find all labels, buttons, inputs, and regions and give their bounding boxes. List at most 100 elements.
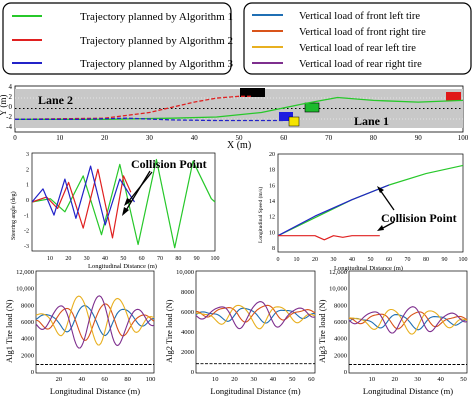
vehicle-red <box>446 92 461 101</box>
tire-load-ylabel-1: Alg1 Tire load (N) <box>4 299 14 363</box>
tire-load-xtick-2-2: 30 <box>250 376 257 383</box>
tire-load-ytick-3-0: 12,000 <box>329 269 347 276</box>
tire-load-ytick-2-5: 0 <box>191 369 194 376</box>
tire-load-frame-2 <box>195 270 316 374</box>
speed-xtick-2: 20 <box>312 257 318 263</box>
legend-label-fr: Vertical load of front right tire <box>299 27 426 38</box>
steer-series-2 <box>31 165 136 226</box>
tire-load-series-1-2 <box>35 295 155 346</box>
tire-load-ylabel-2: Alg2 Tire load (N) <box>164 299 174 363</box>
longitudinal-speed-plot: 0 10 20 30 40 50 60 70 80 90 100 20 18 16 14 12 10 8 Lon… <box>257 152 468 272</box>
tire-load-series-3-2 <box>348 308 468 335</box>
steer-series-1 <box>31 168 132 239</box>
road-ytick-0: 4 <box>9 83 13 91</box>
tire-load-ytick-2-3: 4000 <box>181 329 194 336</box>
tire-load-plot-3: 12,000 10,000 8000 6000 4000 2000 0 10 20 30 40 50 A… <box>317 269 468 396</box>
tire-load-ytick-1-3: 6000 <box>21 319 34 326</box>
tire-load-xtick-2-5: 60 <box>308 376 315 383</box>
legend-label-rr: Vertical load of rear right tire <box>299 59 422 70</box>
legend-label-alg2: Trajectory planned by Algorithm 2 <box>80 35 233 47</box>
legend-tire-loads: Vertical load of front left tire Vertica… <box>243 2 472 75</box>
tire-load-frame-3 <box>348 270 468 374</box>
steer-arrowhead-2 <box>124 198 132 206</box>
road-xtick-0: 0 <box>13 134 17 142</box>
tire-load-ytick-1-5: 2000 <box>21 352 34 359</box>
tire-load-series-2-2 <box>195 304 316 330</box>
tire-load-xtick-1-3: 80 <box>124 376 131 383</box>
road-ytick-4: -4 <box>6 123 12 131</box>
lane1-label: Lane 1 <box>354 114 389 128</box>
steer-xtick-0: 10 <box>47 256 53 262</box>
tire-load-series-1-3 <box>35 295 155 349</box>
tire-load-plot-2: 10,000 8000 6000 4000 2000 0 10 20 30 40 50 60 Alg2 … <box>164 269 316 396</box>
tire-load-series-2-1 <box>196 304 316 323</box>
speed-xtick-3: 30 <box>331 257 337 263</box>
road-xtick-4: 40 <box>191 134 199 142</box>
tire-load-ytick-2-4: 2000 <box>181 349 194 356</box>
legend-label-rl: Vertical load of rear left tire <box>299 43 416 54</box>
speed-collision-label: Collision Point <box>381 211 457 225</box>
steer-ylabel: Steering angle (deg) <box>10 191 17 240</box>
steer-xtick-4: 50 <box>120 256 126 262</box>
steer-xtick-5: 60 <box>139 256 145 262</box>
speed-xtick-4: 40 <box>349 257 355 263</box>
road-xtick-10: 100 <box>458 134 469 142</box>
speed-xtick-10: 100 <box>459 257 468 263</box>
speed-series-2 <box>278 235 380 241</box>
steer-ytick-4: -1 <box>24 213 29 219</box>
legend-label-alg1: Trajectory planned by Algorithm 1 <box>80 11 233 23</box>
speed-ylabel: Longitudinal Speed (m/s) <box>257 187 264 243</box>
tire-load-series-3-1 <box>349 311 468 330</box>
tire-load-xtick-1-4: 100 <box>146 376 156 383</box>
road-xtick-6: 60 <box>280 134 288 142</box>
road-xtick-1: 10 <box>56 134 64 142</box>
road-xtick-3: 30 <box>146 134 154 142</box>
steer-ytick-0: 3 <box>26 152 29 158</box>
speed-xtick-1: 10 <box>294 257 300 263</box>
speed-arrow-down <box>380 221 395 230</box>
steer-ytick-5: -2 <box>24 229 29 235</box>
tire-load-xtick-3-2: 30 <box>414 376 421 383</box>
trajectory-plot: Lane 2 Lane 1 0 10 20 30 40 50 60 70 80 90 100 420… <box>0 83 469 151</box>
speed-xtick-8: 80 <box>423 257 429 263</box>
tire-load-ytick-3-5: 2000 <box>334 352 347 359</box>
tire-load-xtick-1-1: 40 <box>79 376 86 383</box>
speed-ytick-2: 16 <box>269 183 275 189</box>
tire-load-xlabel-2: Longitudinal Distance (m) <box>210 386 300 396</box>
tire-load-ytick-2-1: 8000 <box>181 289 194 296</box>
tire-load-xtick-3-1: 20 <box>392 376 399 383</box>
vehicle-green <box>304 102 320 113</box>
tire-load-xtick-3-3: 40 <box>437 376 444 383</box>
road-ylabel: Y (m) <box>0 95 8 116</box>
steer-ytick-2: 1 <box>26 183 29 189</box>
tire-load-series-3-3 <box>348 306 468 334</box>
tire-load-series-3-0 <box>348 314 467 331</box>
tire-load-series-2-3 <box>195 301 316 330</box>
tire-load-ytick-3-6: 0 <box>344 369 347 376</box>
tire-load-xtick-2-0: 10 <box>212 376 219 383</box>
speed-xtick-5: 50 <box>368 257 374 263</box>
tire-load-xtick-1-2: 60 <box>101 376 108 383</box>
speed-ytick-4: 12 <box>269 215 275 221</box>
steer-xtick-1: 20 <box>65 256 71 262</box>
road-xtick-7: 70 <box>325 134 333 142</box>
tire-load-xtick-3-0: 10 <box>369 376 376 383</box>
tire-load-ytick-3-2: 8000 <box>334 302 347 309</box>
tire-load-ytick-1-6: 0 <box>31 369 34 376</box>
lane2-label: Lane 2 <box>38 93 73 107</box>
road-xtick-9: 90 <box>415 134 423 142</box>
speed-xlabel: Longitudinal Distance (m) <box>334 265 403 272</box>
tire-load-xtick-2-3: 40 <box>270 376 277 383</box>
steer-arrow-1 <box>124 170 151 213</box>
road-xtick-8: 80 <box>370 134 378 142</box>
road-ytick-2: 0 <box>9 103 13 111</box>
tire-load-ytick-3-3: 6000 <box>334 319 347 326</box>
tire-load-ytick-1-2: 8000 <box>21 302 34 309</box>
steer-xtick-7: 80 <box>175 256 181 262</box>
tire-load-plot-1: 12,000 10,000 8000 6000 4000 2000 0 20 40 60 80 100… <box>4 269 155 396</box>
tire-load-ytick-2-2: 6000 <box>181 309 194 316</box>
steer-ytick-6: -3 <box>24 244 29 250</box>
tire-load-ytick-1-1: 10,000 <box>16 286 34 293</box>
